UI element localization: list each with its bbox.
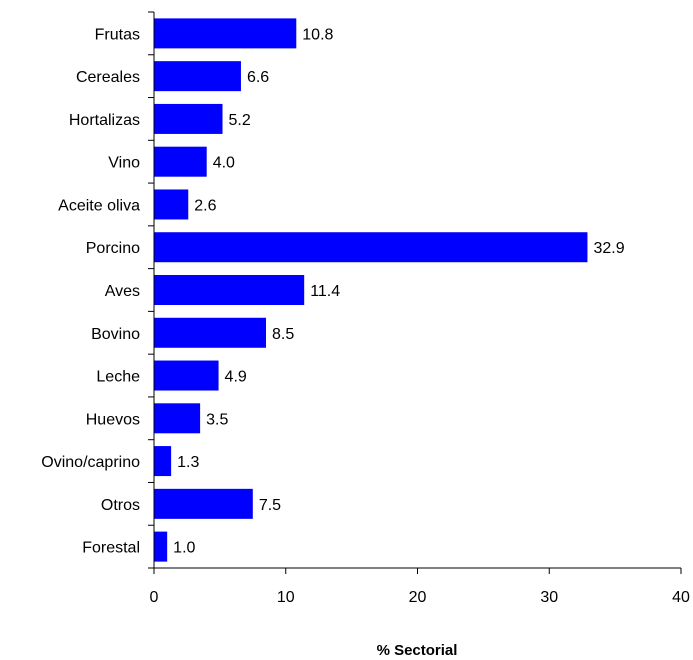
bar-value-label: 4.0 [213, 155, 235, 172]
bar [154, 61, 241, 92]
bar-value-label: 1.0 [173, 540, 195, 557]
x-tick-label: 0 [150, 589, 159, 606]
x-tick-label: 30 [540, 589, 558, 606]
bar-value-label: 6.6 [247, 69, 269, 86]
y-tick-label: Leche [96, 369, 140, 386]
category-labels-group: Frutas Cereales Hortalizas Vino Aceite oliva… [41, 26, 140, 556]
x-ticks-group: 0 10 20 30 40 [150, 568, 690, 606]
y-ticks-group [148, 11, 154, 569]
bar-value-label: 8.5 [272, 326, 294, 343]
bar [154, 403, 201, 434]
bar [154, 317, 266, 348]
y-tick-label: Porcino [86, 240, 140, 257]
bar [154, 531, 168, 562]
y-tick-label: Aves [105, 283, 140, 300]
bar-value-label: 7.5 [259, 497, 281, 514]
bar-value-label: 2.6 [194, 197, 216, 214]
bar-value-label: 10.8 [302, 26, 333, 43]
y-tick-label: Bovino [91, 326, 140, 343]
y-tick-label: Aceite oliva [58, 197, 140, 214]
x-tick-label: 10 [277, 589, 295, 606]
bars-group [154, 18, 588, 562]
x-tick-label: 40 [672, 589, 690, 606]
y-tick-label: Forestal [82, 540, 140, 557]
bar [154, 18, 297, 49]
bar [154, 189, 189, 220]
y-tick-label: Cereales [76, 69, 140, 86]
bar-value-label: 4.9 [225, 369, 247, 386]
y-tick-label: Vino [108, 155, 140, 172]
bar [154, 103, 223, 134]
y-tick-label: Frutas [95, 26, 140, 43]
y-tick-label: Otros [101, 497, 140, 514]
bar-value-label: 5.2 [229, 112, 251, 129]
y-tick-label: Hortalizas [69, 112, 140, 129]
value-labels-group: 10.8 6.6 5.2 4.0 2.6 32.9 11.4 8.5 4.9 3.5 1.3 7.5 1… [173, 26, 625, 556]
bar [154, 446, 172, 477]
y-tick-label: Ovino/caprino [41, 454, 140, 471]
x-tick-label: 20 [409, 589, 427, 606]
bar-value-label: 32.9 [593, 240, 624, 257]
y-tick-label: Huevos [86, 411, 140, 428]
x-axis-title: % Sectorial [377, 642, 458, 659]
bar-value-label: 1.3 [177, 454, 199, 471]
bar [154, 146, 207, 177]
bar [154, 275, 305, 305]
bar [154, 232, 588, 263]
bar-value-label: 11.4 [310, 283, 340, 300]
bar [154, 488, 253, 519]
bar [154, 360, 219, 391]
bar-value-label: 3.5 [206, 411, 228, 428]
